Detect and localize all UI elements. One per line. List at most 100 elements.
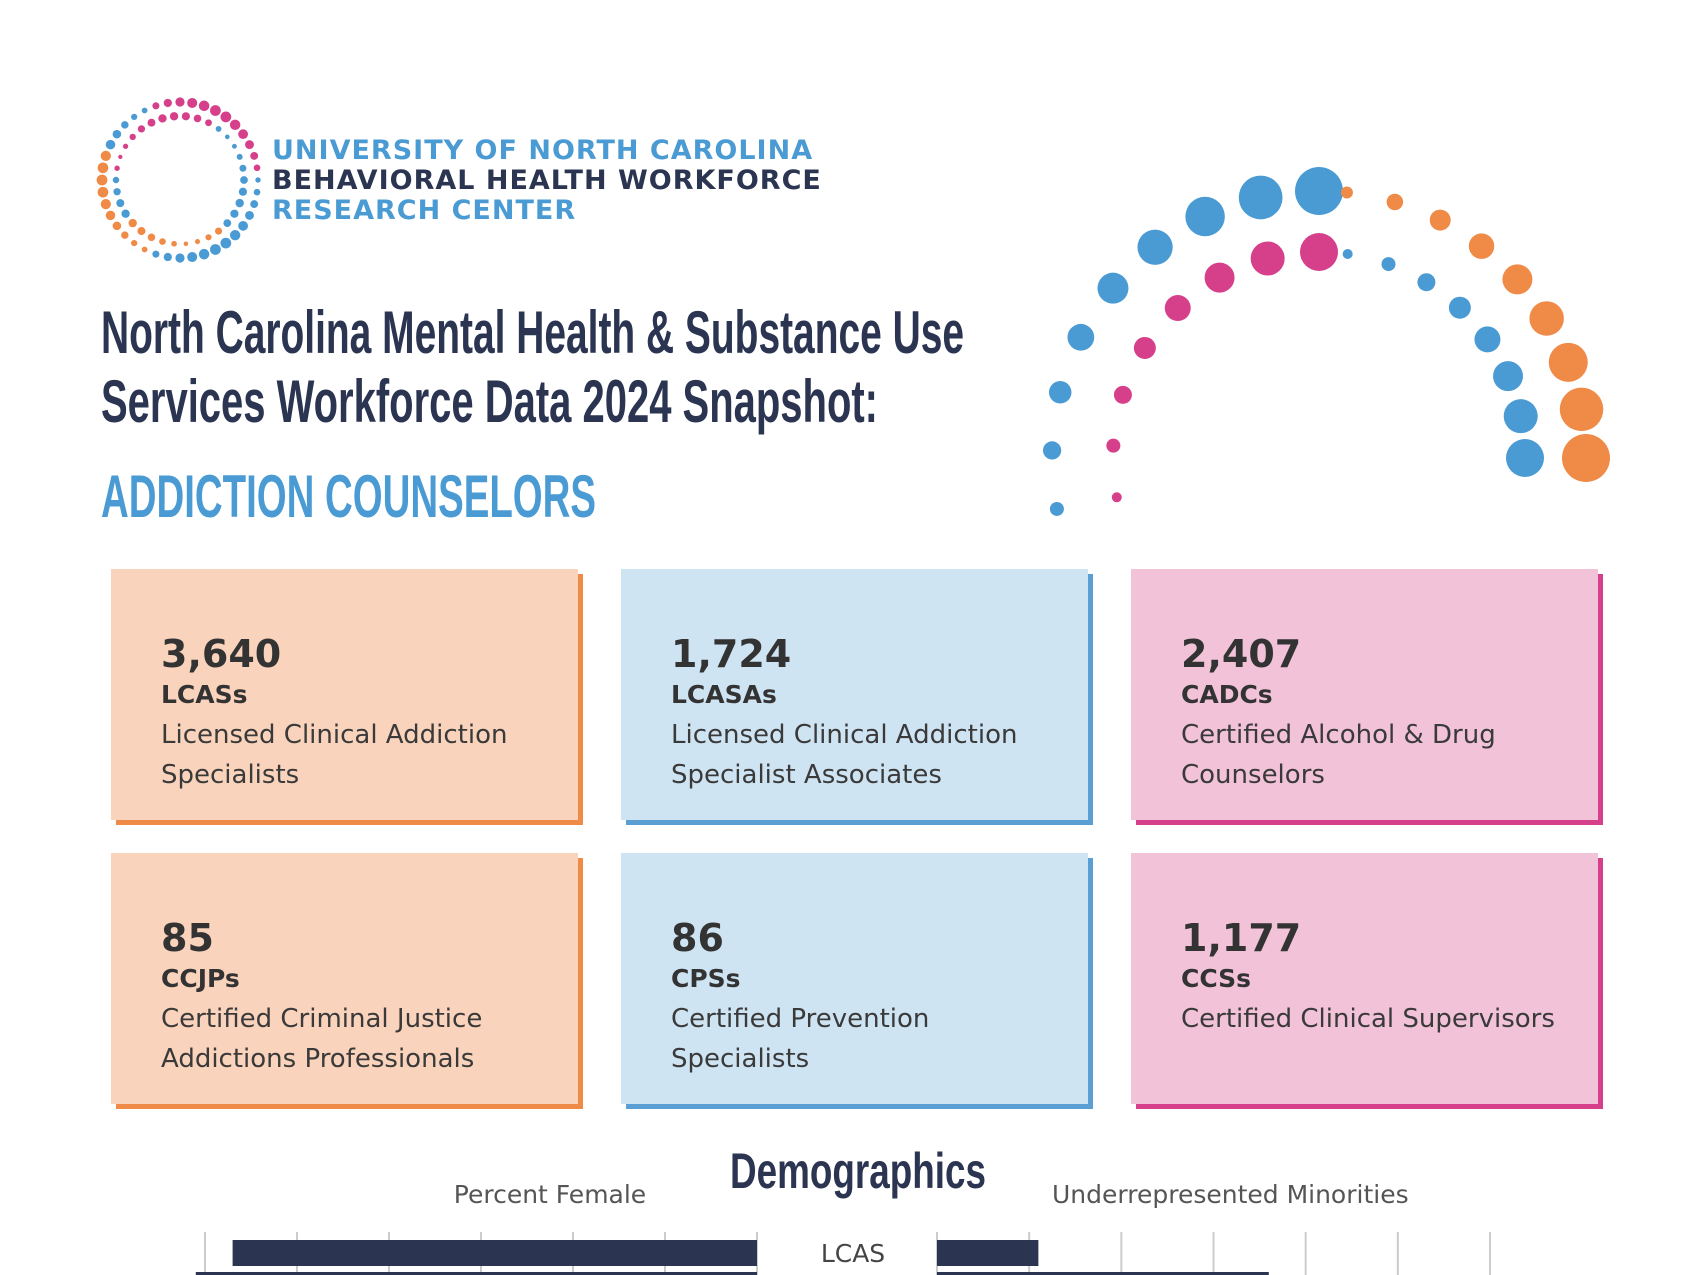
logo-dot [253,164,261,172]
card-bg [621,853,1088,1104]
card: 1,724 LCASAs Licensed Clinical Addiction Sp… [621,569,1093,825]
category-label: LCASA [812,1271,894,1275]
bar [937,1272,1269,1275]
org-line: RESEARCH CENTER [272,195,576,226]
logo-dot [239,164,247,172]
bar [232,1240,758,1266]
logo-dot [137,125,146,133]
arc-dot [1164,295,1191,322]
logo-dot [141,246,148,253]
arc-dot [1381,257,1396,272]
logo-dot [175,97,185,107]
card-abbr: LCASs [161,680,248,709]
logo-dot [238,129,248,140]
bar [937,1240,1039,1266]
logo-dot [250,200,259,209]
logo-dot [147,233,156,242]
logo-dot [121,209,130,218]
logo-dot [255,177,261,183]
title-line: North Carolina Mental Health & Substance… [101,299,964,366]
arc-dot [1113,385,1132,404]
arc-dot [1185,196,1225,237]
logo-dot [231,143,237,149]
logo-dot [131,239,138,247]
arc-dot [1137,229,1173,265]
arc-dot [1067,323,1095,351]
card-description: Certified Criminal Justice [161,1004,482,1034]
arc-dot [1048,381,1072,404]
chart-title: Demographics [730,1143,986,1199]
arc-dot [1448,296,1471,319]
org-line: BEHAVIORAL HEALTH WORKFORCE [272,165,822,196]
logo-dot [152,102,160,110]
card-count: 1,724 [671,632,791,676]
arc-dot [1548,342,1588,382]
category-label: LCAS [821,1239,885,1268]
arc-dot [1342,249,1353,260]
arc-dot [1429,209,1451,231]
logo-dot [100,198,111,210]
logo-dot [159,238,166,245]
logo-dot [112,176,120,184]
demographics-chart: Demographics Percent Female Underrepresent… [195,1143,1491,1275]
logo-dot [187,252,198,263]
logo-dot [187,97,198,108]
logo-dot [112,129,122,139]
logo-dot [240,176,248,184]
card-count: 86 [671,916,724,960]
logo-dot [118,154,123,160]
org-line: UNIVERSITY OF NORTH CAROLINA [272,135,813,166]
title-line: Services Workforce Data 2024 Snapshot: [101,368,878,435]
arc-dot [1295,167,1343,215]
series-title: Underrepresented Minorities [1052,1180,1409,1209]
series-title: Percent Female [454,1180,646,1209]
logo-dot [205,234,212,241]
logo-dot [215,126,222,132]
logo-dot [220,237,232,249]
logo-dot [96,174,108,186]
logo-dot [105,210,116,221]
arc-dot [1529,301,1564,336]
logo-dot [113,188,121,196]
cards: 3,640 LCASs Licensed Clinical Addiction Spe… [111,569,1603,1109]
card-abbr: CCSs [1181,964,1251,993]
card-bg [1131,569,1598,820]
card: 3,640 LCASs Licensed Clinical Addiction Spe… [111,569,583,825]
logo-dot [198,248,210,260]
card-description: Licensed Clinical Addiction [671,720,1017,750]
arc-dot [1042,441,1062,460]
logo-dot [105,139,116,150]
card: 1,177 CCSs Certified Clinical Supervisors [1131,853,1603,1109]
logo-dot [100,150,111,162]
logo-dot [230,209,239,218]
logo-dot [97,186,109,198]
logo-dot [229,229,241,241]
logo-dot [175,253,185,263]
arc-dot [1250,241,1285,276]
card-count: 2,407 [1181,632,1301,676]
logo-dot [194,239,201,245]
card-description: Specialist Associates [671,760,942,790]
card-count: 3,640 [161,632,281,676]
logo-dot [229,119,241,131]
card-description: Specialists [161,760,299,790]
arc-dot [1238,175,1283,220]
arc-dot [1386,193,1404,211]
card-abbr: CPSs [671,964,741,993]
arc-dot [1340,186,1353,199]
card-description: Specialists [671,1044,809,1074]
arc-dot [1493,361,1524,392]
arc-dot [1474,326,1501,353]
card-count: 85 [161,916,214,960]
logo [96,97,261,263]
logo-dot [128,218,137,228]
logo-dot [238,220,248,231]
card-description: Certified Alcohol & Drug [1181,720,1496,750]
arc-dot [1417,273,1436,292]
logo-dot [158,114,167,123]
arc-dot [1559,387,1604,432]
arc-dot [1502,264,1533,295]
logo-dot [235,198,244,208]
logo-dot [250,151,259,160]
card-bg [111,569,578,820]
